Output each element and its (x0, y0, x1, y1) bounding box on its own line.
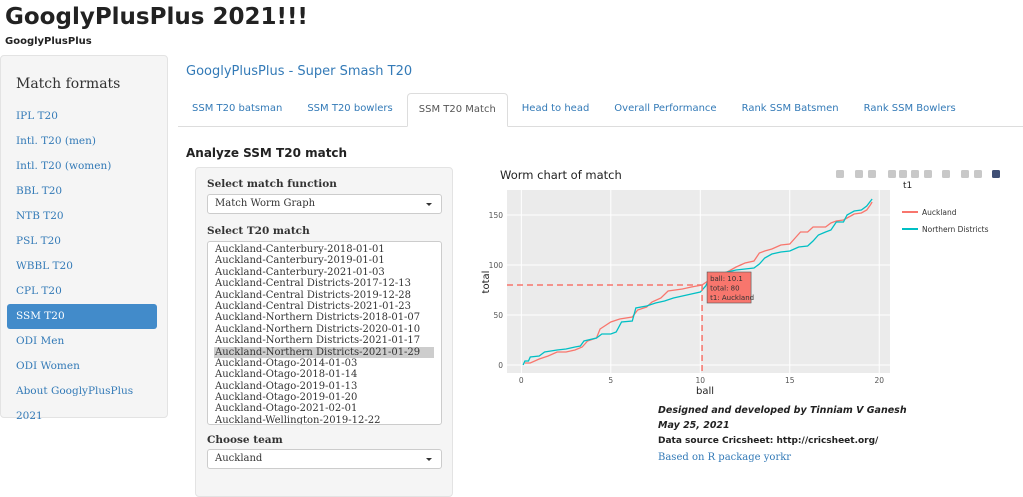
match-option[interactable]: Auckland-Otago-2021-02-01 (215, 403, 358, 415)
function-label: Select match function (207, 178, 337, 190)
plotly-logo-icon[interactable] (992, 170, 1000, 178)
tab[interactable]: Overall Performance (614, 103, 717, 114)
zoom-in-icon[interactable] (888, 170, 896, 178)
tab[interactable]: Rank SSM Bowlers (863, 103, 956, 114)
x-tick-label: 20 (874, 376, 884, 385)
sidebar-item[interactable]: Intl. T20 (women) (16, 160, 112, 172)
sidebar-item[interactable]: PSL T20 (16, 235, 61, 247)
legend-entry[interactable]: Northern Districts (922, 225, 989, 234)
sidebar-item[interactable]: WBBL T20 (16, 260, 73, 272)
match-option[interactable]: Auckland-Northern Districts-2020-01-10 (215, 323, 421, 335)
team-value: Auckland (215, 453, 263, 464)
x-tick-label: 10 (696, 376, 706, 385)
hover-compare-icon[interactable] (974, 170, 982, 178)
match-option[interactable]: Auckland-Otago-2018-01-14 (215, 369, 358, 381)
x-tick-label: 5 (608, 376, 613, 385)
credit-text: Designed and developed by Tinniam V Gane… (658, 405, 907, 416)
x-tick-label: 15 (785, 376, 795, 385)
match-option[interactable]: Auckland-Canterbury-2018-01-01 (215, 244, 385, 255)
series-line[interactable] (522, 198, 873, 366)
date-text: May 25, 2021 (658, 420, 730, 431)
y-tick-label: 150 (489, 211, 504, 220)
chart-title: Worm chart of match (500, 168, 622, 182)
plot-background (507, 190, 890, 373)
match-option[interactable]: Auckland-Northern Districts-2021-01-17 (215, 335, 421, 347)
match-option[interactable]: Auckland-Otago-2019-01-20 (215, 392, 358, 404)
sidebar-item[interactable]: About GooglyPlusPlus 2021 (16, 385, 134, 422)
tooltip-line: total: 80 (710, 285, 740, 293)
sidebar: Match formats IPL T20 Intl. T20 (men) Intl… (0, 55, 168, 422)
y-tick-label: 100 (489, 261, 504, 270)
y-axis-label: total (481, 271, 492, 294)
sidebar-heading: Match formats (16, 76, 121, 92)
tab[interactable]: Head to head (521, 103, 590, 114)
sidebar-item[interactable]: NTB T20 (16, 210, 64, 222)
sidebar-item[interactable]: ODI Men (16, 335, 65, 347)
package-link[interactable]: Based on R package yorkr (658, 452, 792, 463)
zoom-out-icon[interactable] (899, 170, 907, 178)
home-icon[interactable] (924, 170, 932, 178)
caret-down-icon (426, 458, 432, 461)
caret-down-icon (426, 203, 432, 206)
y-tick-label: 50 (493, 311, 503, 320)
match-option[interactable]: Auckland-Canterbury-2021-01-03 (215, 266, 385, 278)
tab[interactable]: SSM T20 batsman (192, 103, 283, 114)
tooltip-line: t1: Auckland (710, 294, 754, 302)
tab[interactable]: SSM T20 bowlers (307, 103, 393, 114)
pan-icon[interactable] (868, 170, 876, 178)
match-option[interactable]: Auckland-Northern Districts-2021-01-29 (214, 346, 434, 358)
match-listbox[interactable]: Auckland-Canterbury-2018-01-01 Auckland-C… (207, 241, 442, 425)
match-option[interactable]: Auckland-Central Districts-2017-12-13 (215, 278, 411, 290)
source-text: Data source Cricsheet: http://cricsheet.… (658, 436, 879, 446)
modebar (836, 170, 1000, 178)
hover-tooltip (706, 271, 752, 304)
match-option[interactable]: Auckland-Otago-2014-01-03 (215, 357, 358, 369)
sidebar-item[interactable]: BBL T20 (16, 185, 63, 197)
legend-entry[interactable]: Auckland (922, 208, 957, 217)
team-label: Choose team (207, 434, 283, 446)
match-option[interactable]: Auckland-Northern Districts-2018-01-07 (215, 312, 421, 324)
sidebar-item[interactable]: ODI Women (16, 360, 80, 372)
controls-panel: Select match function Match Worm Graph S… (195, 167, 453, 497)
tab-bar: SSM T20 batsman SSM T20 bowlers SSM T20 Ma… (178, 93, 1023, 127)
match-option[interactable]: Auckland-Canterbury-2019-01-01 (215, 255, 385, 267)
app-title: GooglyPlusPlus 2021!!! (5, 4, 308, 30)
legend-title: t1 (903, 181, 912, 191)
app-subtitle: GooglyPlusPlus (5, 36, 92, 47)
x-tick-label: 0 (519, 376, 524, 385)
match-option[interactable]: Auckland-Central Districts-2021-01-23 (215, 300, 411, 312)
sidebar-item[interactable]: CPL T20 (16, 285, 62, 297)
sidebar-item[interactable]: IPL T20 (16, 110, 58, 122)
match-option[interactable]: Auckland-Otago-2019-01-13 (215, 380, 358, 392)
section-title: Analyze SSM T20 match (186, 146, 348, 160)
zoom-icon[interactable] (855, 170, 863, 178)
sidebar-item[interactable]: SSM T20 (7, 304, 157, 329)
spike-icon[interactable] (942, 170, 950, 178)
function-select[interactable]: Match Worm Graph (207, 194, 442, 214)
tab[interactable]: Rank SSM Batsmen (741, 103, 839, 114)
tab[interactable]: SSM T20 Match (406, 93, 508, 127)
match-option[interactable]: Auckland-Central Districts-2019-12-28 (215, 289, 411, 301)
team-select[interactable]: Auckland (207, 449, 442, 469)
tooltip-line: ball: 10.1 (710, 275, 743, 283)
camera-icon[interactable] (836, 170, 844, 178)
hover-closest-icon[interactable] (961, 170, 969, 178)
worm-chart[interactable]: Worm chart of match 0 5 10 15 20 0 50 100 150 bal… (480, 160, 1023, 400)
x-axis-label: ball (696, 386, 714, 397)
autoscale-icon[interactable] (911, 170, 919, 178)
match-label: Select T20 match (207, 225, 310, 237)
match-option[interactable]: Auckland-Wellington-2019-12-22 (215, 414, 381, 425)
function-value: Match Worm Graph (215, 198, 316, 209)
main-title: GooglyPlusPlus - Super Smash T20 (186, 64, 413, 79)
y-tick-label: 0 (498, 361, 503, 370)
sidebar-item[interactable]: Intl. T20 (men) (16, 135, 96, 147)
